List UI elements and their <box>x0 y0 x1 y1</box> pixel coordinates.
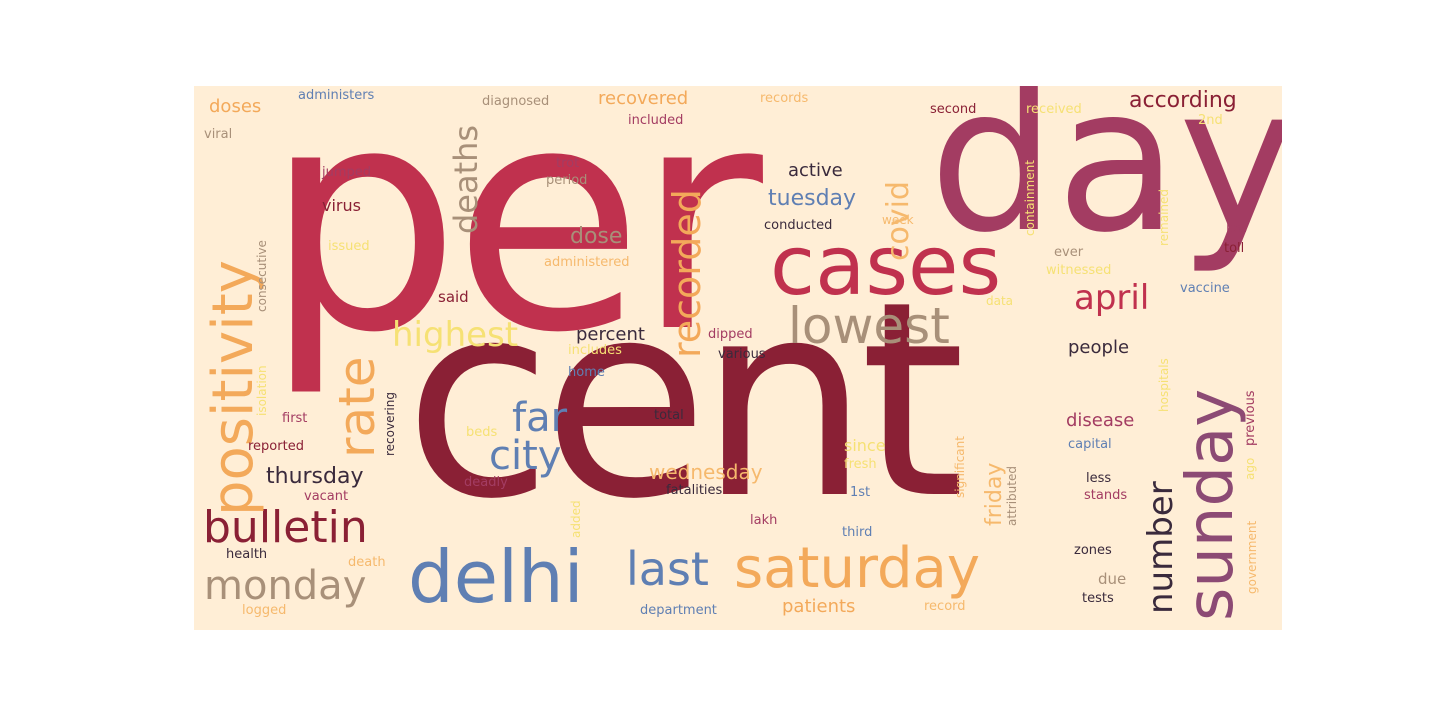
word-added: added <box>569 500 583 538</box>
word-department: department <box>640 603 717 618</box>
word-bulletin: bulletin <box>203 502 368 553</box>
word-vacant: vacant <box>304 489 349 504</box>
word-number: number <box>1141 481 1181 614</box>
word-beds: beds <box>466 425 498 440</box>
word-fresh: fresh <box>844 457 877 472</box>
word-dose: dose <box>570 224 623 249</box>
word-third: third <box>842 525 873 540</box>
word-includes: includes <box>568 343 622 358</box>
word-due: due <box>1098 570 1127 588</box>
word-home: home <box>568 365 605 380</box>
word-administers: administers <box>298 88 375 103</box>
word-said: said <box>438 288 469 306</box>
word-significant: significant <box>953 436 967 498</box>
word-attributed: attributed <box>1005 466 1019 526</box>
word-since: since <box>844 436 886 455</box>
word-fatalities: fatalities <box>666 483 723 498</box>
word-according: according <box>1129 88 1237 113</box>
word-first: first <box>282 411 308 426</box>
word-included: included <box>628 113 684 128</box>
word-recovered: recovered <box>598 88 689 109</box>
word-data: data <box>986 294 1014 308</box>
word-wednesday: wednesday <box>649 460 763 484</box>
word-deaths: deaths <box>447 124 485 234</box>
word-remained: remained <box>1157 188 1171 246</box>
word-witnessed: witnessed <box>1046 263 1112 278</box>
word-deadly: deadly <box>464 475 508 490</box>
word-per: per <box>264 86 763 401</box>
word-1st: 1st <box>850 485 871 500</box>
word-record: record <box>924 599 966 614</box>
word-last: last <box>626 542 709 596</box>
word-received: received <box>1026 102 1082 117</box>
word-ever: ever <box>1054 245 1084 260</box>
word-previous: previous <box>1243 390 1258 446</box>
word-stands: stands <box>1084 488 1128 503</box>
word-day: day <box>929 86 1282 277</box>
word-people: people <box>1068 337 1130 358</box>
word-disease: disease <box>1066 410 1135 431</box>
word-containment: containment <box>1023 160 1037 236</box>
word-delhi: delhi <box>408 535 584 619</box>
word-monday: monday <box>204 563 367 609</box>
word-city: city <box>489 433 562 479</box>
word-period: period <box>546 173 588 188</box>
word-vaccine: vaccine <box>1180 281 1230 296</box>
word-2nd: 2nd <box>1198 113 1223 128</box>
word-april: april <box>1074 278 1150 318</box>
word-issued: issued <box>328 239 370 254</box>
word-tests: tests <box>1082 591 1114 606</box>
word-diagnosed: diagnosed <box>482 94 550 109</box>
word-lakh: lakh <box>750 513 778 528</box>
word-saturday: saturday <box>734 536 980 601</box>
word-lowest: lowest <box>788 297 950 355</box>
word-second: second <box>930 102 977 117</box>
word-conducted: conducted <box>764 218 833 233</box>
word-virus: virus <box>322 196 361 215</box>
word-cloud: per cent day cases delhi saturday lowest… <box>194 86 1282 630</box>
word-dipped: dipped <box>708 327 753 342</box>
word-positivity: positivity <box>201 260 266 516</box>
word-highest: highest <box>392 315 519 355</box>
word-death: death <box>348 555 386 570</box>
word-cases: cases <box>770 219 1002 314</box>
word-week: week <box>882 213 914 227</box>
word-administered: administered <box>544 255 630 270</box>
word-doses: doses <box>209 96 262 117</box>
word-less: less <box>1086 471 1112 486</box>
word-thursday: thursday <box>266 464 364 489</box>
word-percent: percent <box>576 324 645 345</box>
word-ago: ago <box>1243 457 1257 480</box>
word-far: far <box>512 395 568 441</box>
word-logged: logged <box>242 603 287 618</box>
word-friday: friday <box>982 462 1007 526</box>
word-total: total <box>654 408 684 423</box>
word-capital: capital <box>1068 437 1112 452</box>
word-various: various <box>718 347 766 362</box>
word-health: health <box>226 547 268 562</box>
word-patients: patients <box>782 596 856 617</box>
word-records: records <box>760 91 809 106</box>
word-zones: zones <box>1074 543 1112 558</box>
word-rate: rate <box>328 356 386 458</box>
word-reported: reported <box>248 439 304 454</box>
word-active: active <box>788 160 843 181</box>
word-viral: viral <box>204 127 233 142</box>
word-government: government <box>1245 520 1259 594</box>
word-recovering: recovering <box>383 392 397 456</box>
word-jumped: jumped <box>322 165 372 180</box>
word-isolation: isolation <box>255 365 269 416</box>
word-low: low <box>1226 221 1249 236</box>
word-hospitals: hospitals <box>1157 358 1171 412</box>
word-sunday: sunday <box>1174 388 1248 621</box>
word-consecutive: consecutive <box>255 240 269 312</box>
word-tuesday: tuesday <box>768 186 857 211</box>
word-recorded: recorded <box>665 189 709 358</box>
word-trot: trot <box>556 156 580 171</box>
word-cent: cent <box>404 243 966 558</box>
word-toll: toll <box>1224 241 1245 256</box>
